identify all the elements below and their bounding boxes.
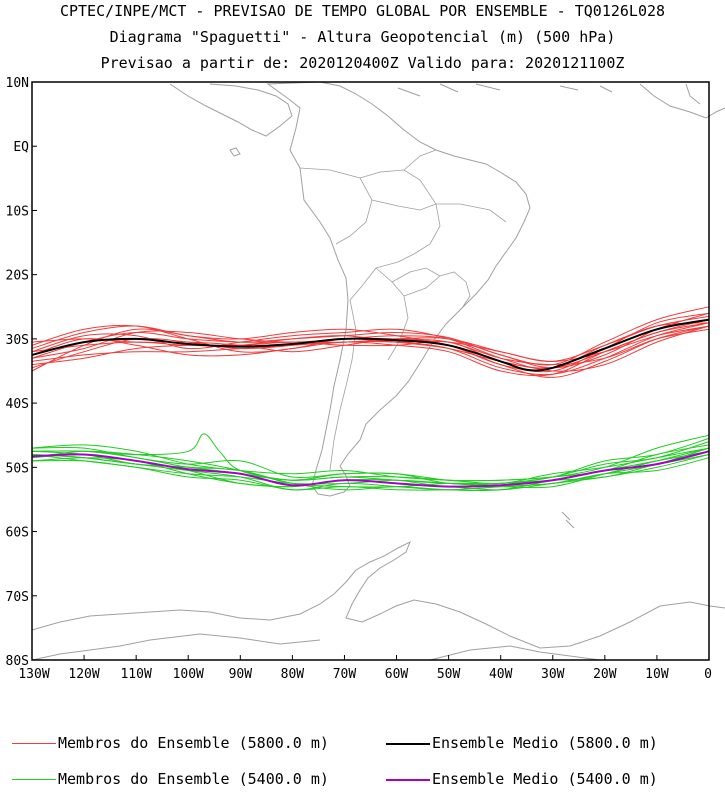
south-america-coast xyxy=(266,81,531,497)
lat-tick-label: 80S xyxy=(6,654,29,669)
lat-tick-label: 10S xyxy=(6,204,29,219)
lon-tick-label: 30W xyxy=(541,667,565,682)
mean-5800-line xyxy=(31,318,710,372)
lon-tick-label: 90W xyxy=(229,667,253,682)
lon-tick-label: 70W xyxy=(333,667,357,682)
lat-tick-label: 20S xyxy=(6,269,29,284)
member-5800-line-4 xyxy=(31,325,710,372)
legend-label-members-5800: Membros do Ensemble (5800.0 m) xyxy=(58,734,329,752)
lat-tick-label: 40S xyxy=(6,397,29,412)
lat-tick-label: EQ xyxy=(13,140,29,155)
lon-tick-label: 40W xyxy=(489,667,513,682)
lon-tick-label: 110W xyxy=(120,667,151,682)
lat-tick-label: 10N xyxy=(6,76,29,91)
member-5800-line-12 xyxy=(31,325,710,362)
member-5800-line-8 xyxy=(31,319,710,377)
map-frame xyxy=(31,81,710,661)
antarctica-inner-coast xyxy=(31,633,601,661)
legend-label-mean-5400: Ensemble Medio (5400.0 m) xyxy=(432,770,658,788)
member-5800-line-1 xyxy=(31,306,710,372)
title-line-3: Previsao a partir de: 2020120400Z Valido… xyxy=(100,54,625,72)
lon-tick-label: 50W xyxy=(437,667,461,682)
lon-tick-label: 0 xyxy=(704,667,712,682)
legend-swatch-members-5800 xyxy=(12,743,56,744)
lon-tick-label: 10W xyxy=(645,667,669,682)
legend-members-5800: Membros do Ensemble (5800.0 m) xyxy=(12,734,329,752)
antarctica-coast xyxy=(31,540,725,649)
coastline-layer xyxy=(31,81,725,661)
country-borders xyxy=(299,149,507,471)
legend-swatch-members-5400 xyxy=(12,779,56,780)
mean-5400-line xyxy=(31,450,710,488)
ensemble-mean-group xyxy=(31,318,710,488)
lat-tick-label: 50S xyxy=(6,461,29,476)
legend-mean-5400: Ensemble Medio (5400.0 m) xyxy=(386,770,658,788)
member-5400-line-11 xyxy=(31,444,710,482)
islands xyxy=(229,83,613,157)
lon-tick-label: 120W xyxy=(68,667,99,682)
legend-swatch-mean-5800 xyxy=(386,742,430,745)
africa-coast xyxy=(639,83,725,119)
central-america-coast xyxy=(169,83,293,137)
legend-swatch-mean-5400 xyxy=(386,778,430,781)
legend-label-mean-5800: Ensemble Medio (5800.0 m) xyxy=(432,734,658,752)
lon-tick-label: 60W xyxy=(385,667,409,682)
lon-tick-label: 20W xyxy=(593,667,617,682)
member-5800-line-7 xyxy=(31,312,710,369)
legend-mean-5800: Ensemble Medio (5800.0 m) xyxy=(386,734,658,752)
south-georgia-islands xyxy=(561,511,575,529)
lat-tick-label: 30S xyxy=(6,333,29,348)
lon-tick-label: 130W xyxy=(18,667,49,682)
legend-members-5400: Membros do Ensemble (5400.0 m) xyxy=(12,770,329,788)
lat-tick-label: 60S xyxy=(6,526,29,541)
members-5800-group xyxy=(31,306,710,378)
lon-tick-label: 100W xyxy=(173,667,204,682)
lat-tick-label: 70S xyxy=(6,590,29,605)
title-line-2: Diagrama "Spaguetti" - Altura Geopotenci… xyxy=(109,28,616,46)
title-line-1: CPTEC/INPE/MCT - PREVISAO DE TEMPO GLOBA… xyxy=(59,2,666,20)
legend-label-members-5400: Membros do Ensemble (5400.0 m) xyxy=(58,770,329,788)
lon-tick-label: 80W xyxy=(281,667,305,682)
